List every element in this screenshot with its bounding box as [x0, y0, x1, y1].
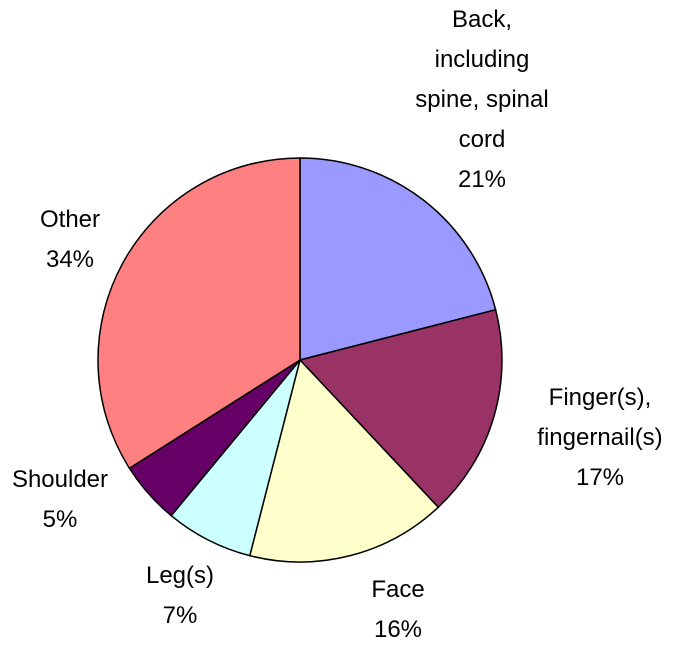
- pie-slice: [298, 308, 503, 509]
- category-label: Back, including spine, spinal cord: [415, 6, 549, 153]
- slice-label: Other 34%: [10, 200, 130, 280]
- pie-slice: [299, 157, 497, 361]
- pie-slice: [97, 157, 301, 470]
- category-label: Finger(s), fingernail(s): [537, 384, 663, 451]
- category-label: Other: [39, 206, 101, 233]
- value-label: 5%: [42, 506, 78, 533]
- value-label: 16%: [373, 616, 423, 643]
- category-label: Leg(s): [145, 562, 215, 589]
- value-label: 7%: [162, 602, 198, 629]
- value-label: 21%: [457, 166, 507, 193]
- slice-label: Face 16%: [338, 570, 458, 650]
- slice-label: Back, including spine, spinal cord 21%: [407, 0, 557, 200]
- slice-label: Shoulder 5%: [0, 460, 125, 540]
- category-label: Face: [371, 576, 425, 603]
- value-label: 34%: [45, 246, 95, 273]
- category-label: Shoulder: [11, 466, 109, 493]
- slice-label: Leg(s) 7%: [120, 556, 240, 636]
- value-label: 17%: [575, 464, 625, 491]
- slice-label: Finger(s), fingernail(s) 17%: [520, 378, 680, 498]
- pie-slice: [248, 358, 440, 563]
